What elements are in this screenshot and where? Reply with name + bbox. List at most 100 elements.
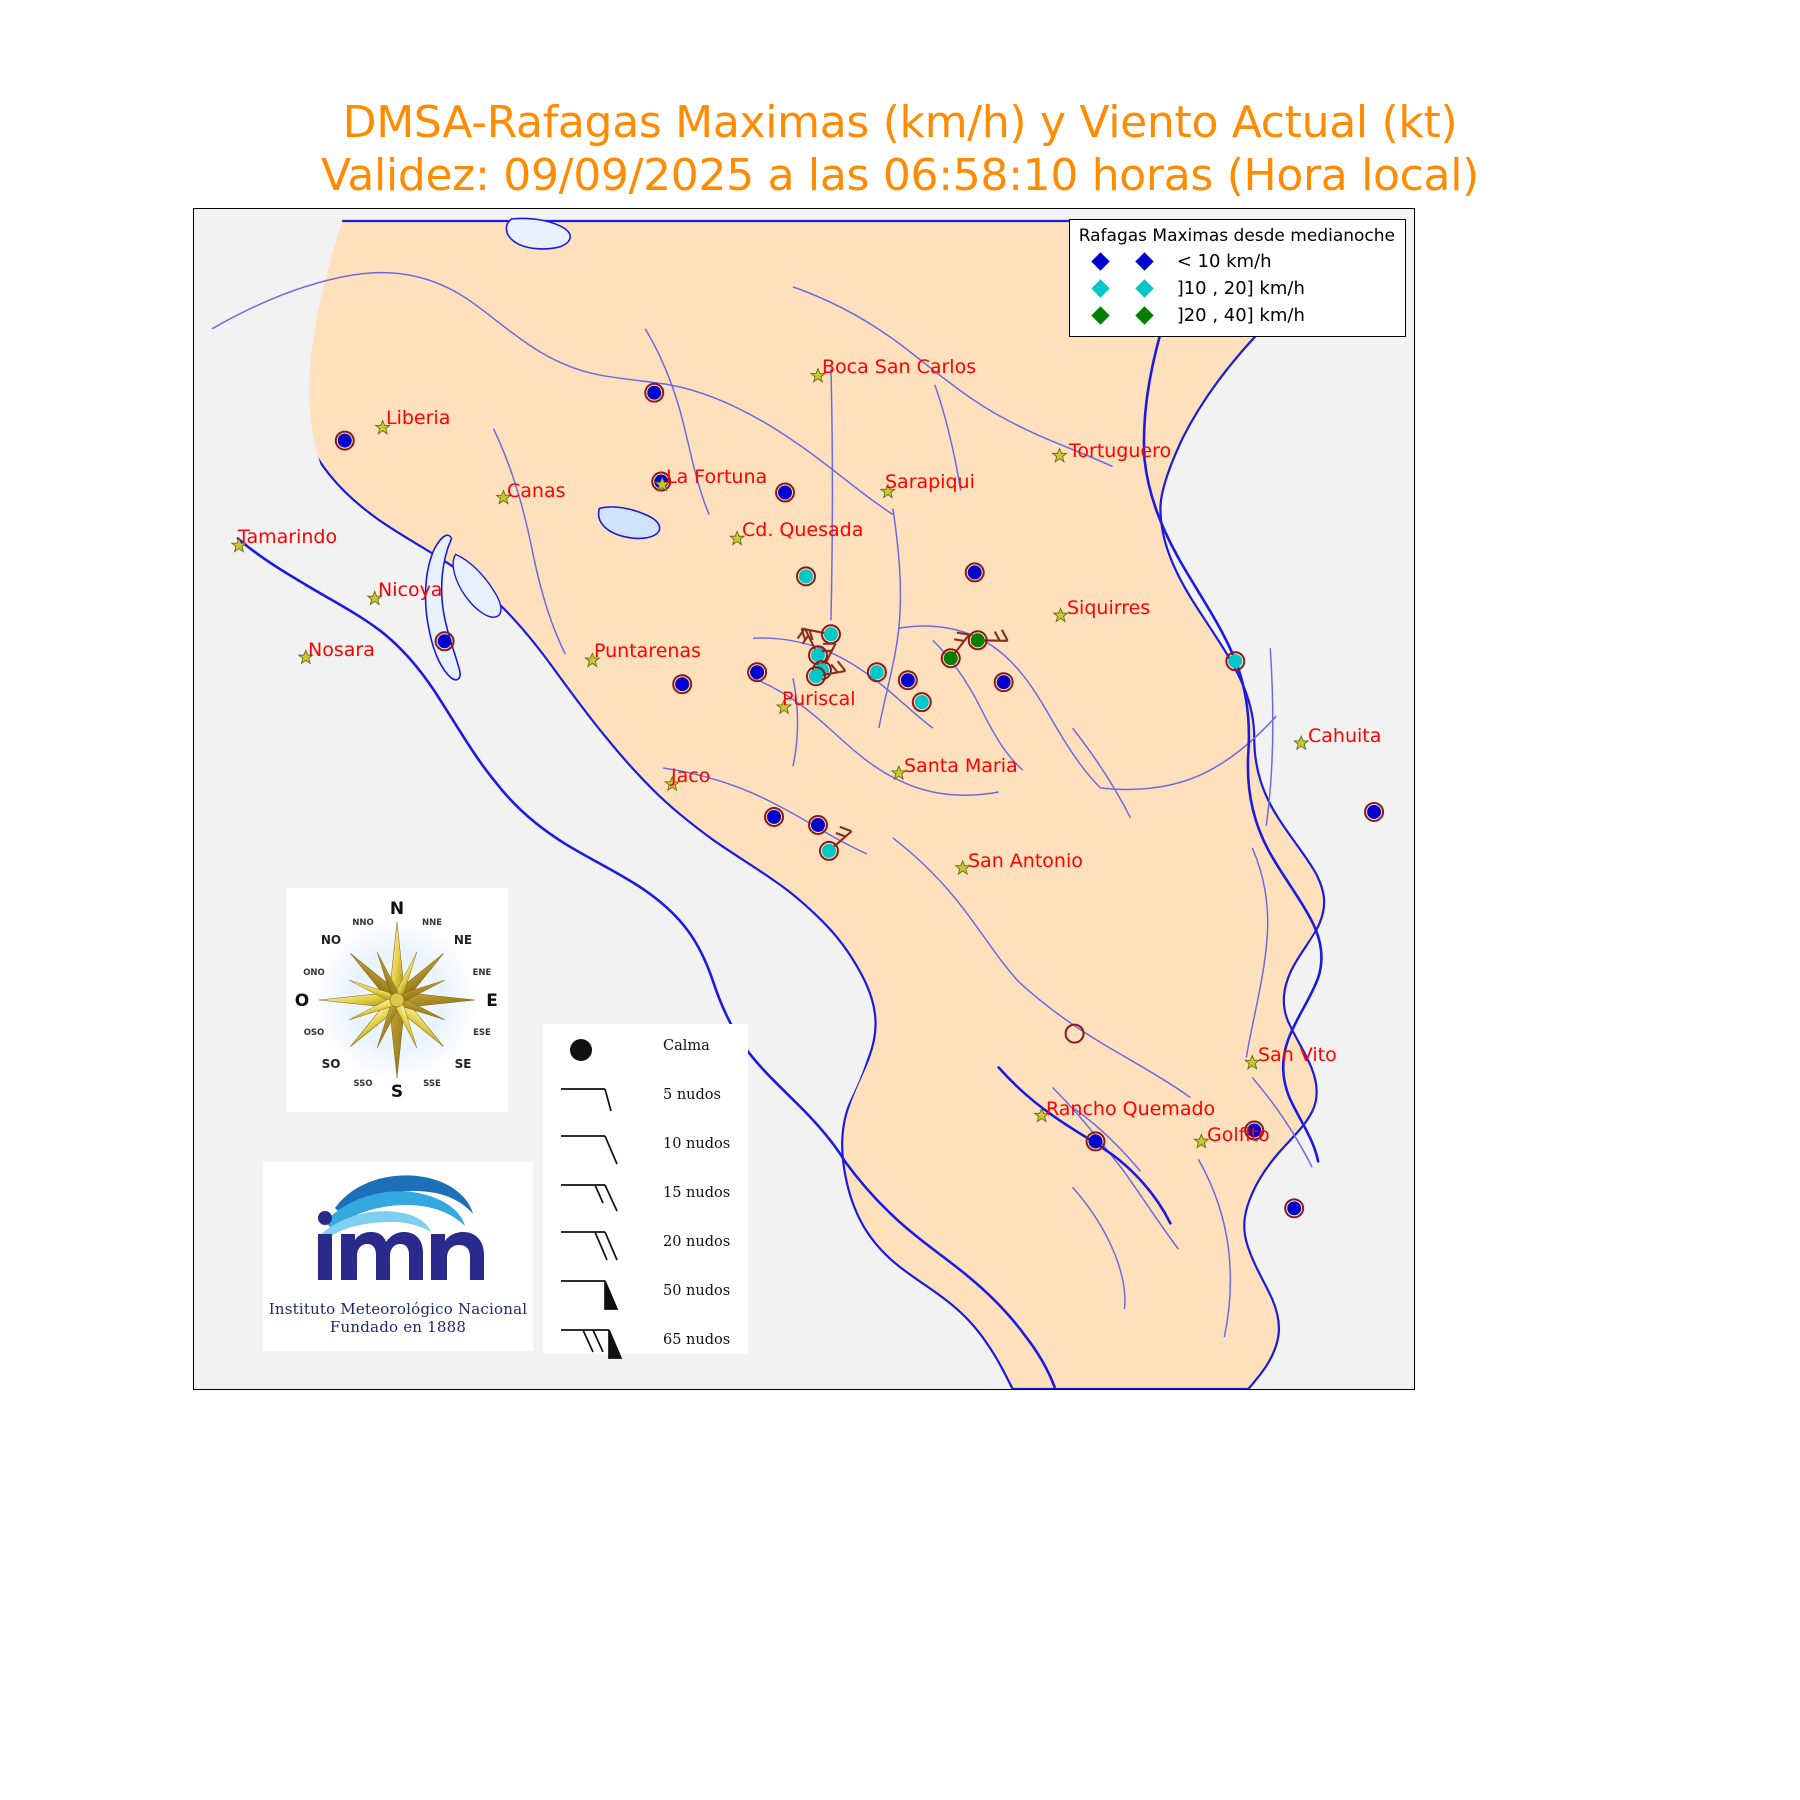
gust-legend-row-1: ]10 , 20] km/h [1079,275,1395,302]
station-marker[interactable] [1364,801,1385,822]
station-marker[interactable] [1064,1023,1085,1044]
station-marker[interactable] [805,660,847,687]
station-marker[interactable] [818,823,853,861]
compass-label-ese: ESE [473,1028,491,1038]
gust-legend-label-0: < 10 km/h [1176,251,1272,272]
station-ring [805,666,826,687]
station-marker[interactable] [967,629,1009,651]
station-ring [897,670,918,691]
station-marker[interactable] [1244,1120,1265,1141]
station-marker[interactable] [672,674,693,695]
city-label-santa-maria: Santa Maria [904,755,1018,777]
station-marker[interactable] [1085,1131,1106,1152]
station-ring [1085,1131,1106,1152]
barb-row-10: 10 nudos [543,1122,748,1171]
barb-label-2: 10 nudos [663,1136,731,1152]
station-ring [775,482,796,503]
barb-label-4: 20 nudos [663,1234,731,1250]
boundary-talamanca [1245,847,1269,1058]
station-marker[interactable] [964,562,985,583]
city-label-rancho-quemado: Rancho Quemado [1046,1098,1216,1120]
barb-label-0: Calma [663,1038,710,1054]
golfo-nicoya-water [424,534,461,681]
boundary-puntarenas-s [892,837,1020,983]
barb-10kt-icon [561,1135,618,1165]
station-marker[interactable] [775,482,796,503]
station-gust-dot [900,673,915,688]
station-ring [807,814,828,835]
station-marker[interactable] [747,662,768,683]
station-gust-dot [337,433,352,448]
title-line-2: Validez: 09/09/2025 a las 06:58:10 horas… [320,150,1479,201]
station-ring [993,672,1014,693]
boundary-osa-peninsula [1072,1186,1126,1310]
river-sanjuan [792,286,1113,468]
station-ring [644,382,665,403]
station-gust-dot [1367,804,1382,819]
station-marker[interactable] [764,806,785,827]
city-label-nicoya: Nicoya [378,579,443,601]
station-gust-dot [799,569,813,584]
title-line-1: DMSA-Rafagas Maximas (km/h) y Viento Act… [342,97,1458,148]
station-marker[interactable] [796,566,816,587]
station-gust-dot [750,665,765,680]
compass-label-sse: SSE [423,1079,441,1089]
station-gust-dot [943,651,958,666]
page-title: DMSA-Rafagas Maximas (km/h) y Viento Act… [0,96,1800,202]
coast-pacific-nicoya [236,537,643,890]
coast-pacific-south [843,1160,1056,1389]
station-ring [940,648,961,669]
gulf-nicoya-inner [452,553,502,618]
compass-label-ne: NE [454,933,472,947]
station-marker[interactable] [911,692,932,713]
boundary-limon-s [1100,715,1277,791]
boundary-valley-s [752,677,999,796]
station-ring [807,645,828,666]
compass-label-s: S [391,1082,403,1102]
city-label-canas: Canas [507,480,566,502]
station-marker[interactable] [434,631,455,652]
compass-label-no: NO [321,933,341,947]
barb-label-5: 50 nudos [663,1283,731,1299]
station-marker[interactable] [1284,1198,1305,1219]
city-label-cd-quesada: Cd. Quesada [742,519,864,541]
gust-legend-swatch-0 [1079,252,1167,271]
station-marker[interactable] [807,814,828,835]
station-ring [672,674,693,695]
city-label-san-vito: San Vito [1258,1044,1337,1066]
city-label-nosara: Nosara [308,639,375,661]
compass-label-e: E [486,991,498,1011]
river-grande-terraba [1072,1106,1142,1172]
gust-legend-label-2: ]20 , 40] km/h [1176,305,1305,326]
station-markers-layer[interactable] [334,382,1385,1219]
station-ring [1064,1023,1085,1044]
calm-icon [570,1039,592,1061]
boundary-limon-w [898,625,1102,789]
station-ring [1225,651,1246,672]
station-ring [764,806,785,827]
station-gust-dot [823,627,838,642]
station-marker[interactable] [866,662,887,683]
boundary-sw [663,767,868,855]
barb-row-65: 65 nudos [543,1318,748,1367]
station-gust-dot [914,695,929,710]
station-gust-dot [1228,654,1243,669]
barb-row-50: 50 nudos [543,1269,748,1318]
station-marker[interactable] [993,672,1014,693]
station-marker[interactable] [795,627,828,666]
station-marker[interactable] [897,670,918,691]
barb-label-1: 5 nudos [663,1087,721,1103]
compass-label-so: SO [322,1057,341,1071]
station-marker[interactable] [334,430,355,451]
compass-label-nno: NNO [352,918,373,928]
station-marker[interactable] [940,628,971,669]
station-gust-dot [808,669,823,684]
boundary-sur [1018,981,1191,1099]
station-marker[interactable] [1225,651,1246,672]
city-label-liberia: Liberia [386,407,451,429]
station-marker[interactable] [644,382,665,403]
barb-label-3: 15 nudos [663,1185,731,1201]
station-gust-dot [821,843,836,858]
station-gust-dot [967,565,982,580]
